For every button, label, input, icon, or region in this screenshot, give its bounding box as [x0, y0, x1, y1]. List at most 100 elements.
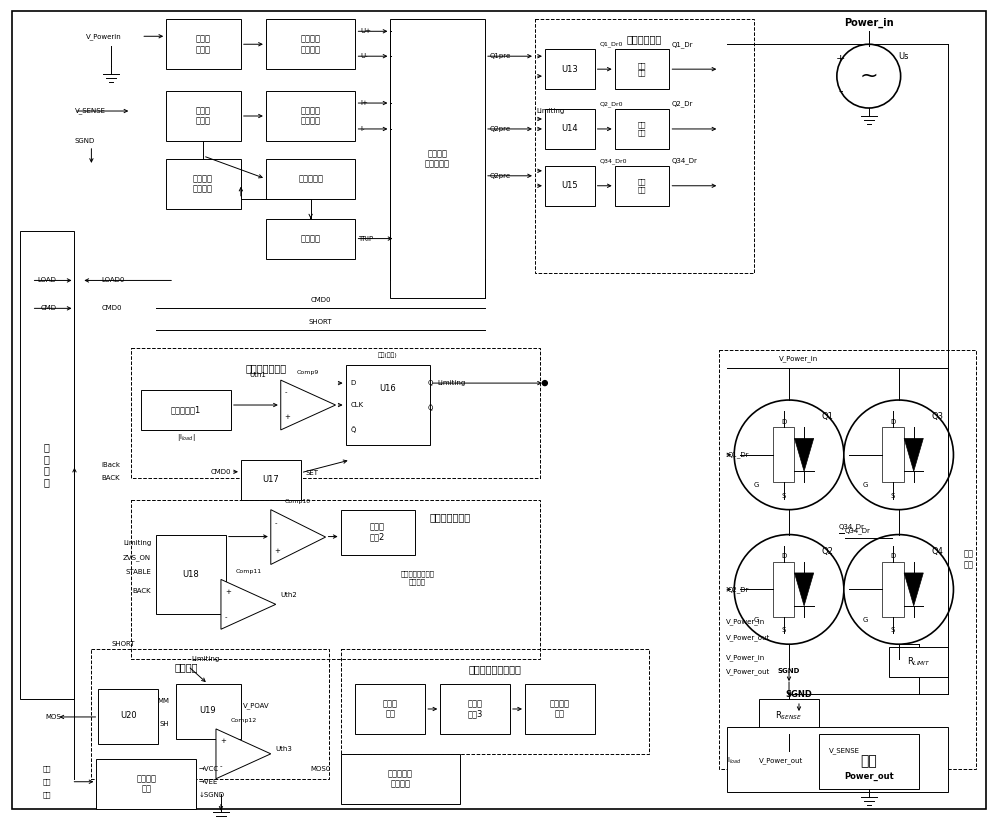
Text: D: D — [351, 380, 356, 386]
Bar — [20, 231, 74, 699]
Bar — [727, 727, 948, 792]
Text: Uth1: Uth1 — [249, 372, 266, 378]
Text: D: D — [891, 419, 896, 425]
Text: V_Power_in: V_Power_in — [779, 355, 819, 361]
Text: Q4: Q4 — [931, 546, 943, 555]
Text: BACK: BACK — [133, 588, 151, 595]
Polygon shape — [794, 573, 814, 606]
Text: STABLE: STABLE — [125, 569, 151, 576]
Text: 短路判断: 短路判断 — [174, 662, 198, 672]
Text: 功率管状态
比较判断: 功率管状态 比较判断 — [388, 769, 413, 789]
Text: Limiting: Limiting — [123, 540, 151, 545]
Text: MM: MM — [157, 698, 169, 704]
Text: 隔离
驱动: 隔离 驱动 — [637, 179, 646, 192]
Text: Q3: Q3 — [931, 412, 943, 421]
Bar — [545, 165, 595, 206]
Bar — [615, 109, 669, 149]
Text: SH: SH — [160, 721, 169, 727]
Text: 负载电
流检测: 负载电 流检测 — [196, 106, 211, 125]
Text: Power_out: Power_out — [844, 772, 894, 781]
Bar — [882, 428, 904, 482]
Text: Q34_Dr: Q34_Dr — [671, 157, 697, 165]
Bar — [131, 500, 540, 659]
Text: -: - — [275, 520, 277, 527]
Text: Q̄: Q̄ — [351, 427, 356, 433]
Text: Q34_Dr: Q34_Dr — [845, 527, 871, 534]
Text: S: S — [891, 627, 895, 634]
Text: I-: I- — [360, 126, 365, 132]
Text: +: + — [225, 589, 231, 595]
Circle shape — [844, 535, 953, 645]
Text: Comp11: Comp11 — [235, 569, 261, 574]
Bar — [266, 91, 355, 141]
Bar — [166, 159, 241, 209]
Text: 进入限流态判断: 进入限流态判断 — [245, 363, 286, 373]
Bar — [545, 109, 595, 149]
Bar — [882, 562, 904, 617]
Text: Q2_Dr0: Q2_Dr0 — [600, 102, 623, 107]
Text: Q2: Q2 — [821, 546, 833, 555]
Text: G: G — [753, 482, 759, 488]
Text: Q34_Dr: Q34_Dr — [839, 523, 865, 530]
Text: U13: U13 — [561, 65, 578, 74]
Bar — [266, 219, 355, 259]
Text: +: + — [220, 739, 226, 744]
Bar — [266, 159, 355, 199]
Text: U15: U15 — [561, 181, 578, 190]
Bar — [545, 49, 595, 89]
Text: 隔离
驱动: 隔离 驱动 — [637, 122, 646, 136]
Text: 电压正负
半周判断: 电压正负 半周判断 — [301, 34, 321, 54]
Text: 过流保护: 过流保护 — [301, 234, 321, 243]
Text: ↓SGND: ↓SGND — [199, 792, 225, 798]
Polygon shape — [904, 438, 923, 471]
Text: G: G — [753, 617, 759, 622]
Bar — [176, 684, 241, 739]
Text: CLK: CLK — [351, 402, 364, 408]
Text: D: D — [781, 419, 786, 425]
Text: Q1pre: Q1pre — [490, 53, 511, 59]
Text: G: G — [863, 482, 868, 488]
Text: SHORT: SHORT — [309, 319, 332, 325]
Text: 绝对值
转换2: 绝对值 转换2 — [370, 522, 385, 541]
Text: Power_in: Power_in — [844, 18, 894, 29]
Text: 有效值转换: 有效值转换 — [298, 174, 323, 183]
Bar — [341, 649, 649, 753]
Text: V_Power_out: V_Power_out — [726, 669, 770, 676]
Text: 复位(有效): 复位(有效) — [378, 352, 397, 358]
Text: Q1_Dr0: Q1_Dr0 — [600, 42, 623, 47]
Text: V_POAV: V_POAV — [243, 703, 270, 709]
Text: V_Power_in: V_Power_in — [726, 618, 765, 625]
Text: BACK: BACK — [101, 475, 120, 481]
Text: 平均值
转换: 平均值 转换 — [383, 699, 398, 719]
Bar — [390, 20, 485, 298]
Text: Uth2: Uth2 — [281, 592, 297, 599]
Text: 绝对值转换1: 绝对值转换1 — [171, 405, 201, 414]
Bar — [91, 649, 329, 779]
Bar — [166, 20, 241, 69]
Bar — [819, 734, 919, 789]
Text: 偏置: 偏置 — [42, 766, 51, 772]
Bar — [355, 684, 425, 734]
Bar — [166, 91, 241, 141]
Text: LOAD: LOAD — [38, 278, 57, 283]
Bar — [773, 428, 794, 482]
Circle shape — [844, 400, 953, 509]
Text: Limiting: Limiting — [191, 656, 219, 662]
Bar — [719, 351, 976, 769]
Text: Q: Q — [427, 380, 433, 386]
Text: Q2pre: Q2pre — [490, 126, 511, 132]
Circle shape — [734, 400, 844, 509]
Text: →VCC: →VCC — [199, 766, 219, 771]
Text: -: - — [285, 390, 287, 396]
Text: 电源: 电源 — [42, 778, 51, 785]
Text: SGND: SGND — [778, 668, 800, 674]
Bar — [889, 647, 948, 677]
Text: 绝对值
转换3: 绝对值 转换3 — [467, 699, 483, 719]
Text: V_Power_in: V_Power_in — [726, 654, 765, 661]
Text: V_SENSE: V_SENSE — [829, 748, 860, 754]
Text: Q2pre: Q2pre — [490, 173, 511, 179]
Bar — [266, 20, 355, 69]
Bar — [341, 753, 460, 803]
Text: CMD0: CMD0 — [101, 305, 122, 311]
Text: -: - — [225, 613, 227, 620]
